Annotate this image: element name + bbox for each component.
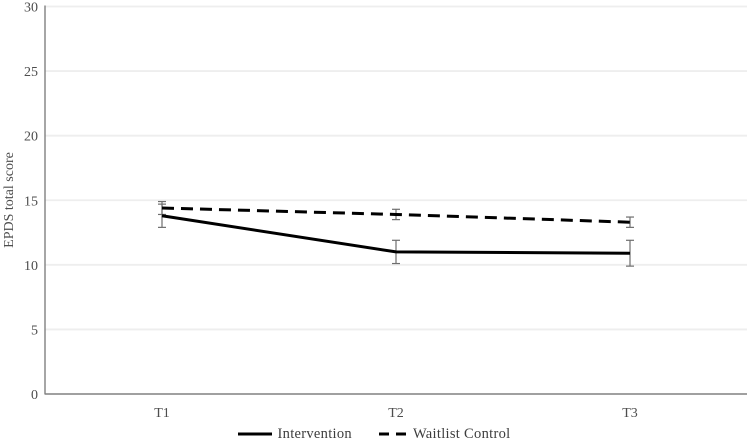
dashed-line-swatch bbox=[378, 432, 407, 436]
data-series-lines bbox=[161, 206, 631, 255]
legend-item-intervention: Intervention bbox=[237, 426, 352, 443]
series-line-waitlist-control bbox=[161, 206, 631, 224]
axis-tick-labels: 0 5 10 15 20 25 30 T1 T2 T3 bbox=[24, 1, 638, 422]
solid-line-swatch bbox=[237, 432, 272, 436]
y-axis-title: EPDS total score bbox=[2, 152, 17, 248]
y-tick-label-20: 20 bbox=[24, 130, 38, 145]
gridlines bbox=[45, 5, 747, 331]
series-line-intervention bbox=[161, 214, 631, 255]
y-tick-label-10: 10 bbox=[24, 259, 38, 274]
legend-item-waitlist-control: Waitlist Control bbox=[378, 426, 510, 443]
x-tick-label-T3: T3 bbox=[622, 406, 638, 420]
legend-label-waitlist-control: Waitlist Control bbox=[412, 425, 511, 442]
line-chart: 0 5 10 15 20 25 30 T1 T2 T3 EPDS total score bbox=[2, 1, 747, 422]
chart-legend: Intervention Waitlist Control bbox=[0, 420, 747, 448]
y-tick-label-15: 15 bbox=[24, 194, 38, 209]
x-tick-label-T2: T2 bbox=[388, 406, 404, 420]
error-bar bbox=[626, 216, 634, 228]
legend-label-intervention: Intervention bbox=[277, 425, 352, 442]
y-tick-label-25: 25 bbox=[24, 65, 38, 80]
y-tick-label-5: 5 bbox=[31, 323, 38, 338]
y-tick-label-0: 0 bbox=[31, 388, 38, 403]
axes bbox=[44, 5, 747, 395]
error-bar bbox=[626, 239, 634, 267]
y-tick-label-30: 30 bbox=[24, 1, 38, 16]
x-tick-label-T1: T1 bbox=[154, 406, 170, 420]
